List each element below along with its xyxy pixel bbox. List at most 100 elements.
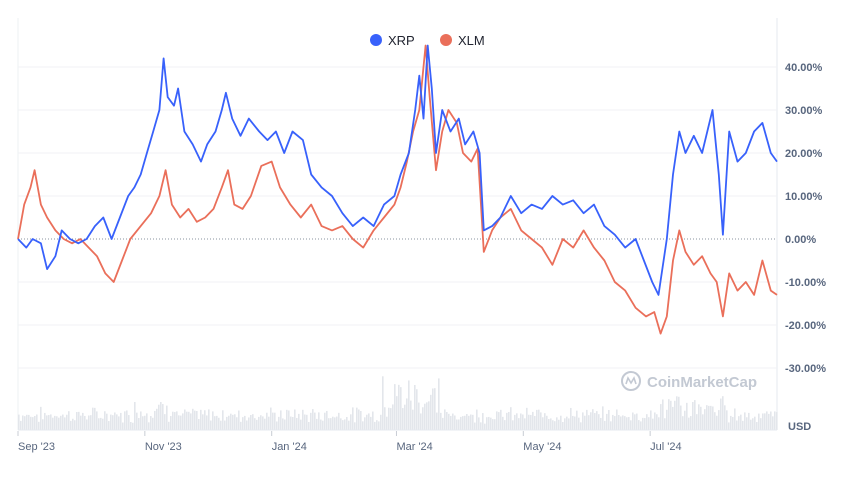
- volume-bar: [746, 417, 748, 430]
- volume-bar: [500, 409, 502, 430]
- coinmarketcap-logo-mark: [625, 376, 637, 385]
- x-tick-label: Mar '24: [396, 441, 432, 453]
- legend-item-xlm[interactable]: XLM: [440, 33, 485, 48]
- volume-bar: [628, 417, 630, 430]
- volume-bar: [274, 412, 276, 430]
- volume-bar: [648, 417, 650, 430]
- volume-bar: [60, 415, 62, 430]
- volume-bar: [270, 407, 272, 430]
- volume-bar: [236, 417, 238, 430]
- volume-bar: [700, 406, 702, 430]
- legend-item-xrp[interactable]: XRP: [370, 33, 415, 48]
- volume-bar: [426, 402, 428, 430]
- volume-bar: [74, 420, 76, 430]
- watermark: CoinMarketCap: [621, 371, 757, 391]
- series-lines: [17, 44, 778, 335]
- volume-bar: [748, 412, 750, 430]
- volume-bar: [290, 416, 292, 430]
- volume-bar: [52, 417, 54, 430]
- volume-bar: [36, 414, 38, 430]
- volume-bar: [400, 387, 402, 430]
- volume-bar: [172, 411, 174, 430]
- volume-bar: [550, 418, 552, 430]
- volume-bars: [18, 376, 778, 430]
- volume-bar: [642, 417, 644, 430]
- volume-bar: [280, 410, 282, 430]
- volume-bar: [304, 414, 306, 430]
- volume-bar: [702, 414, 704, 430]
- volume-bar: [556, 417, 558, 430]
- volume-bar: [364, 417, 366, 430]
- volume-bar: [456, 419, 458, 430]
- volume-bar: [120, 412, 122, 430]
- volume-bar: [46, 415, 48, 430]
- x-tick-label: Nov '23: [145, 441, 182, 453]
- volume-bar: [312, 409, 314, 430]
- volume-bar: [202, 414, 204, 430]
- volume-bar: [40, 406, 42, 430]
- volume-bar: [674, 400, 676, 430]
- volume-bar: [220, 420, 222, 430]
- volume-bar: [182, 413, 184, 430]
- volume-bar: [334, 417, 336, 430]
- volume-bar: [658, 417, 660, 430]
- volume-bar: [714, 412, 716, 430]
- volume-bar: [30, 416, 32, 430]
- volume-bar: [626, 417, 628, 430]
- volume-bar: [544, 413, 546, 430]
- volume-bar: [584, 415, 586, 430]
- volume-bar: [412, 409, 414, 430]
- volume-bar: [614, 416, 616, 430]
- volume-bar: [772, 416, 774, 430]
- volume-bar: [762, 413, 764, 430]
- volume-bar: [372, 411, 374, 430]
- volume-bar: [624, 416, 626, 430]
- volume-bar: [596, 411, 598, 430]
- volume-bar: [308, 421, 310, 430]
- volume-bar: [732, 416, 734, 430]
- volume-bar: [76, 412, 78, 430]
- volume-bar: [770, 411, 772, 430]
- volume-bar: [406, 398, 408, 430]
- volume-bar: [464, 415, 466, 430]
- volume-bar: [42, 419, 44, 430]
- volume-bar: [122, 422, 124, 430]
- volume-bar: [134, 402, 136, 430]
- y-tick-label: 30.00%: [785, 105, 823, 117]
- volume-bar: [690, 416, 692, 430]
- volume-bar: [484, 423, 486, 430]
- volume-bar: [640, 421, 642, 430]
- volume-bar: [434, 388, 436, 430]
- volume-bar: [436, 412, 438, 430]
- volume-bar: [234, 414, 236, 430]
- volume-bar: [130, 422, 132, 430]
- volume-bar: [592, 409, 594, 430]
- volume-bar: [246, 420, 248, 430]
- volume-bar: [394, 384, 396, 430]
- volume-bar: [28, 414, 30, 430]
- volume-bar: [398, 384, 400, 430]
- volume-bar: [190, 413, 192, 430]
- volume-bar: [44, 412, 46, 430]
- volume-bar: [186, 411, 188, 430]
- volume-bar: [252, 414, 254, 430]
- volume-bar: [20, 420, 22, 430]
- volume-bar: [664, 418, 666, 430]
- volume-bar: [594, 413, 596, 430]
- volume-bar: [492, 419, 494, 430]
- volume-bar: [102, 418, 104, 430]
- volume-bar: [226, 416, 228, 430]
- volume-bar: [196, 411, 198, 430]
- y-tick-label: 0.00%: [785, 234, 816, 246]
- volume-bar: [666, 409, 668, 430]
- volume-bar: [108, 421, 110, 430]
- volume-bar: [524, 418, 526, 430]
- volume-bar: [258, 416, 260, 430]
- volume-bar: [340, 418, 342, 430]
- volume-bar: [126, 410, 128, 430]
- volume-bar: [164, 414, 166, 430]
- y-tick-label: -20.00%: [785, 320, 826, 332]
- volume-bar: [18, 414, 20, 430]
- volume-bar: [338, 412, 340, 430]
- volume-bar: [498, 412, 500, 430]
